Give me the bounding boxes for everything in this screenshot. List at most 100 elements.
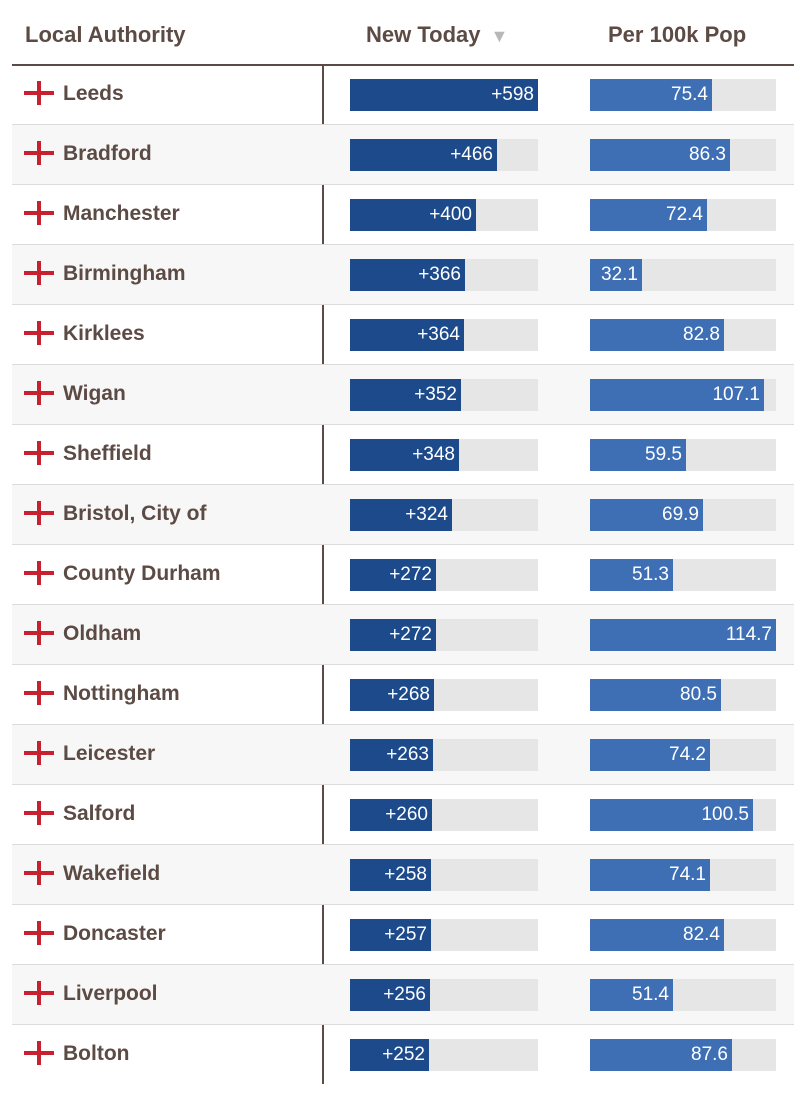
new-today-track: +324 [350,499,538,531]
new-today-track: +268 [350,679,538,711]
per-100k-bar [590,619,776,651]
per-100k-bar [590,979,673,1011]
per-100k-value: 74.1 [669,864,706,885]
table-row[interactable]: Manchester +400 72.4 [12,185,794,245]
per-100k-track: 69.9 [590,499,776,531]
new-today-value: +272 [389,564,432,585]
per-100k-bar [590,559,673,591]
local-authority-name: Wakefield [63,862,161,885]
per-100k-bar [590,679,721,711]
per-100k-bar [590,1039,732,1071]
per-100k-track: 107.1 [590,379,776,411]
england-flag-icon [24,441,54,465]
new-today-value: +263 [386,744,429,765]
column-header-new-today-label: New Today [366,22,481,47]
new-today-bar [350,199,476,231]
new-today-bar [350,799,432,831]
per-100k-value: 72.4 [666,204,703,225]
table-row[interactable]: Kirklees +364 82.8 [12,305,794,365]
new-today-track: +272 [350,559,538,591]
table-row[interactable]: Wigan +352 107.1 [12,365,794,425]
column-header-new-today[interactable]: New Today ▼ [366,21,508,50]
flag-cross-vertical [37,741,41,765]
table-row[interactable]: County Durham +272 51.3 [12,545,794,605]
england-flag-icon [24,801,54,825]
england-flag-icon [24,321,54,345]
table-row[interactable]: Leicester +263 74.2 [12,725,794,785]
new-today-value: +257 [384,924,427,945]
england-flag-icon [24,81,54,105]
per-100k-bar [590,859,710,891]
per-100k-track: 82.4 [590,919,776,951]
local-authority-name: Bradford [63,142,152,165]
local-authority-name: Wigan [63,382,126,405]
per-100k-value: 107.1 [712,384,760,405]
per-100k-bar [590,499,703,531]
flag-cross-vertical [37,441,41,465]
table-row[interactable]: Oldham +272 114.7 [12,605,794,665]
new-today-value: +364 [417,324,460,345]
per-100k-track: 80.5 [590,679,776,711]
new-today-value: +256 [383,984,426,1005]
table-row[interactable]: Nottingham +268 80.5 [12,665,794,725]
sort-descending-icon[interactable]: ▼ [490,26,509,46]
local-authority-name: Kirklees [63,322,145,345]
england-flag-icon [24,501,54,525]
new-today-bar [350,919,431,951]
local-authority-name: Nottingham [63,682,180,705]
table-row[interactable]: Bradford +466 86.3 [12,125,794,185]
per-100k-value: 82.4 [683,924,720,945]
table-row[interactable]: Sheffield +348 59.5 [12,425,794,485]
table-row[interactable]: Bolton +252 87.6 [12,1025,794,1084]
per-100k-track: 100.5 [590,799,776,831]
england-flag-icon [24,381,54,405]
new-today-track: +263 [350,739,538,771]
per-100k-value: 59.5 [645,444,682,465]
per-100k-bar [590,79,712,111]
flag-cross-vertical [37,801,41,825]
new-today-bar [350,619,436,651]
england-flag-icon [24,141,54,165]
new-today-value: +252 [382,1044,425,1065]
flag-cross-vertical [37,261,41,285]
local-authority-name: Leicester [63,742,156,765]
flag-cross-vertical [37,501,41,525]
new-today-value: +352 [414,384,457,405]
flag-cross-vertical [37,141,41,165]
table-row[interactable]: Bristol, City of +324 69.9 [12,485,794,545]
per-100k-bar [590,799,753,831]
table-row[interactable]: Wakefield +258 74.1 [12,845,794,905]
flag-cross-vertical [37,1041,41,1065]
new-today-bar [350,1039,429,1071]
local-authority-name: Oldham [63,622,142,645]
table-row[interactable]: Birmingham +366 32.1 [12,245,794,305]
per-100k-value: 86.3 [689,144,726,165]
per-100k-track: 74.2 [590,739,776,771]
per-100k-bar [590,199,707,231]
local-authority-name: Bristol, City of [63,502,207,525]
per-100k-track: 51.4 [590,979,776,1011]
new-today-track: +256 [350,979,538,1011]
new-today-bar [350,979,430,1011]
england-flag-icon [24,981,54,1005]
flag-cross-vertical [37,561,41,585]
new-today-value: +366 [418,264,461,285]
new-today-bar [350,679,434,711]
per-100k-value: 87.6 [691,1044,728,1065]
column-header-per-100k[interactable]: Per 100k Pop [608,22,747,47]
column-header-local-authority[interactable]: Local Authority [25,22,186,47]
table-row[interactable]: Salford +260 100.5 [12,785,794,845]
new-today-track: +598 [350,79,538,111]
flag-cross-vertical [37,921,41,945]
column-divider [322,65,324,1084]
table-row[interactable]: Leeds +598 75.4 [12,65,794,125]
new-today-bar [350,319,464,351]
per-100k-track: 32.1 [590,259,776,291]
local-authority-name: Liverpool [63,982,158,1005]
new-today-value: +598 [491,84,534,105]
new-today-bar [350,739,433,771]
table-row[interactable]: Liverpool +256 51.4 [12,965,794,1025]
new-today-track: +352 [350,379,538,411]
per-100k-bar [590,439,686,471]
table-row[interactable]: Doncaster +257 82.4 [12,905,794,965]
